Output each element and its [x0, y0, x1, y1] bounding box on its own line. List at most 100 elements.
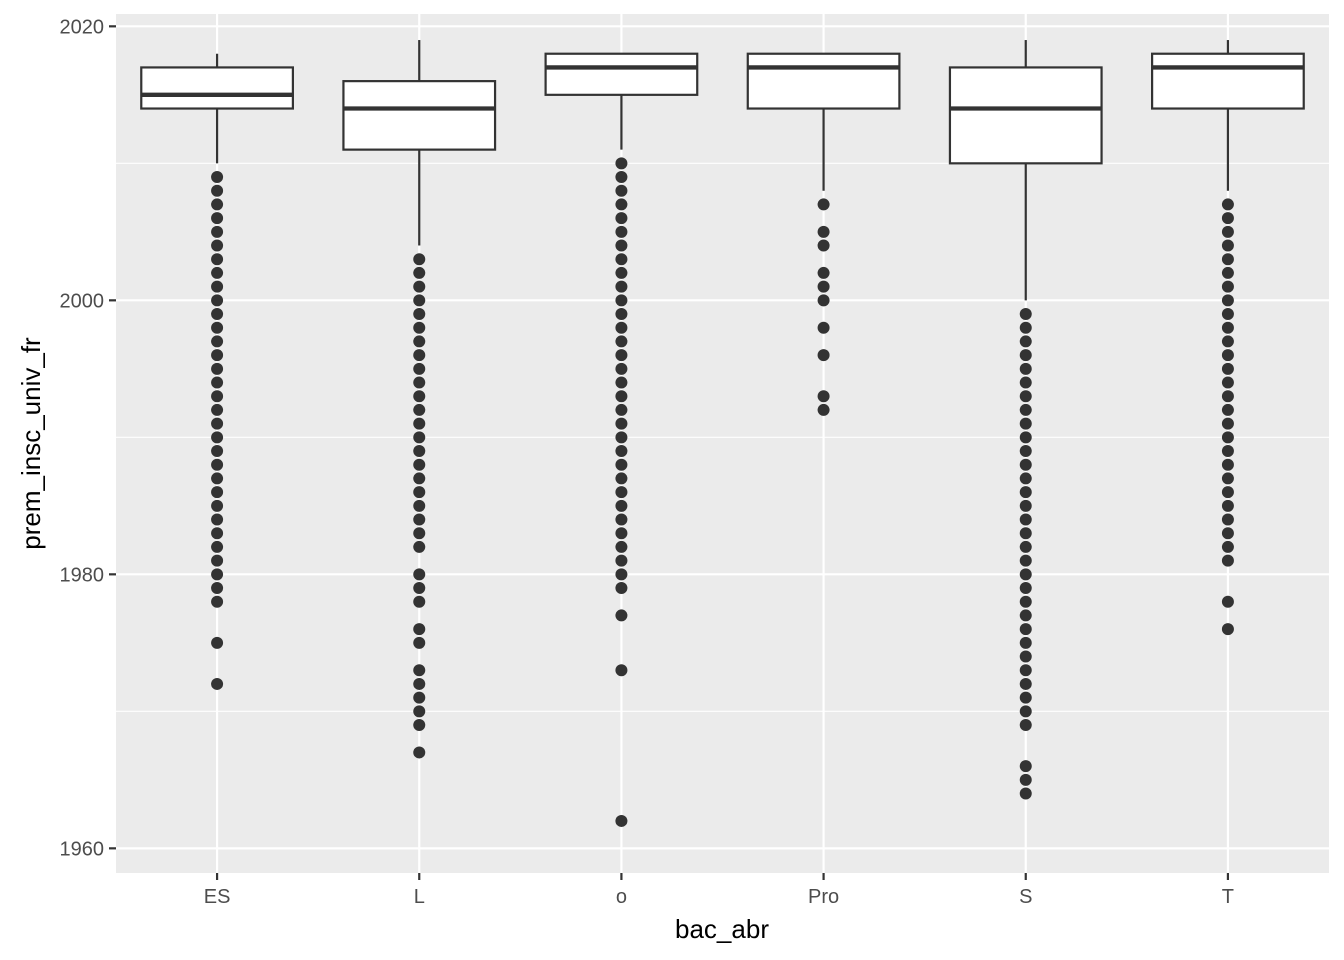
outlier-point [1221, 472, 1234, 485]
box-group-t [1151, 40, 1305, 636]
outlier-point [413, 664, 426, 677]
y-axis-title: prem_insc_univ_fr [16, 337, 46, 550]
outlier-point [413, 390, 426, 403]
outlier-point [413, 376, 426, 389]
outlier-point [1019, 705, 1032, 718]
outlier-point [211, 486, 224, 499]
outlier-point [1221, 445, 1234, 458]
outlier-point [413, 321, 426, 334]
outlier-point [1221, 431, 1234, 444]
outlier-point [817, 321, 830, 334]
outlier-point [413, 595, 426, 608]
outlier-point [413, 266, 426, 279]
plot-panel [116, 14, 1329, 873]
outlier-point [1019, 403, 1032, 416]
outlier-point [817, 403, 830, 416]
outlier-point [1019, 595, 1032, 608]
outlier-point [1019, 677, 1032, 690]
outlier-point [817, 266, 830, 279]
outlier-point [413, 472, 426, 485]
outlier-point [817, 294, 830, 307]
box-iqr [746, 52, 901, 110]
outlier-point [615, 225, 628, 238]
outlier-point [211, 527, 224, 540]
outlier-point [615, 554, 628, 567]
outlier-point [1221, 623, 1234, 636]
outlier-point [1019, 527, 1032, 540]
outlier-point [1221, 513, 1234, 526]
outlier-point [1019, 664, 1032, 677]
outlier-point [1019, 787, 1032, 800]
outlier-point [1019, 609, 1032, 622]
outlier-point [1221, 527, 1234, 540]
outlier-point [211, 595, 224, 608]
outlier-point [211, 198, 224, 211]
outlier-point [615, 458, 628, 471]
outlier-point [413, 458, 426, 471]
outlier-point [211, 294, 224, 307]
outlier-point [1019, 691, 1032, 704]
box-series [140, 40, 1305, 827]
outlier-point [615, 171, 628, 184]
outlier-point [615, 814, 628, 827]
x-axis-title: bac_abr [675, 914, 769, 944]
outlier-point [413, 746, 426, 759]
outlier-point [1019, 719, 1032, 732]
outlier-point [211, 239, 224, 252]
outlier-point [1019, 773, 1032, 786]
outlier-point [817, 198, 830, 211]
outlier-point [1019, 582, 1032, 595]
outlier-point [211, 472, 224, 485]
outlier-point [1019, 445, 1032, 458]
outlier-point [211, 499, 224, 512]
outlier-point [615, 431, 628, 444]
outlier-point [413, 253, 426, 266]
outlier-point [615, 664, 628, 677]
outlier-point [1221, 376, 1234, 389]
outlier-point [1221, 349, 1234, 362]
outlier-point [615, 321, 628, 334]
outlier-point [1221, 225, 1234, 238]
box-iqr [1151, 52, 1305, 110]
y-tick-label: 1960 [60, 838, 105, 860]
outlier-point [1221, 417, 1234, 430]
outlier-point [211, 362, 224, 375]
outlier-point [211, 403, 224, 416]
outlier-point [211, 321, 224, 334]
outlier-point [615, 198, 628, 211]
x-tick-label: o [616, 886, 627, 908]
outlier-point [413, 362, 426, 375]
outlier-point [1019, 349, 1032, 362]
outlier-point [615, 239, 628, 252]
outlier-point [211, 184, 224, 197]
outlier-point [413, 527, 426, 540]
outlier-point [211, 540, 224, 553]
outlier-point [615, 280, 628, 293]
outlier-point [1019, 390, 1032, 403]
outlier-point [211, 225, 224, 238]
outlier-point [615, 403, 628, 416]
outlier-point [211, 554, 224, 567]
outlier-point [413, 677, 426, 690]
outlier-point [1019, 568, 1032, 581]
outlier-point [413, 294, 426, 307]
outlier-point [413, 719, 426, 732]
outlier-point [1019, 308, 1032, 321]
outlier-point [211, 308, 224, 321]
x-tick-label: S [1019, 886, 1032, 908]
outlier-point [817, 280, 830, 293]
outlier-point [211, 280, 224, 293]
outlier-point [615, 513, 628, 526]
outlier-point [1019, 540, 1032, 553]
outlier-point [615, 266, 628, 279]
outlier-point [413, 691, 426, 704]
outlier-point [1221, 595, 1234, 608]
outlier-point [211, 376, 224, 389]
outlier-point [413, 582, 426, 595]
outlier-point [211, 431, 224, 444]
outlier-point [615, 349, 628, 362]
box-group-es [140, 53, 294, 690]
outlier-point [615, 445, 628, 458]
